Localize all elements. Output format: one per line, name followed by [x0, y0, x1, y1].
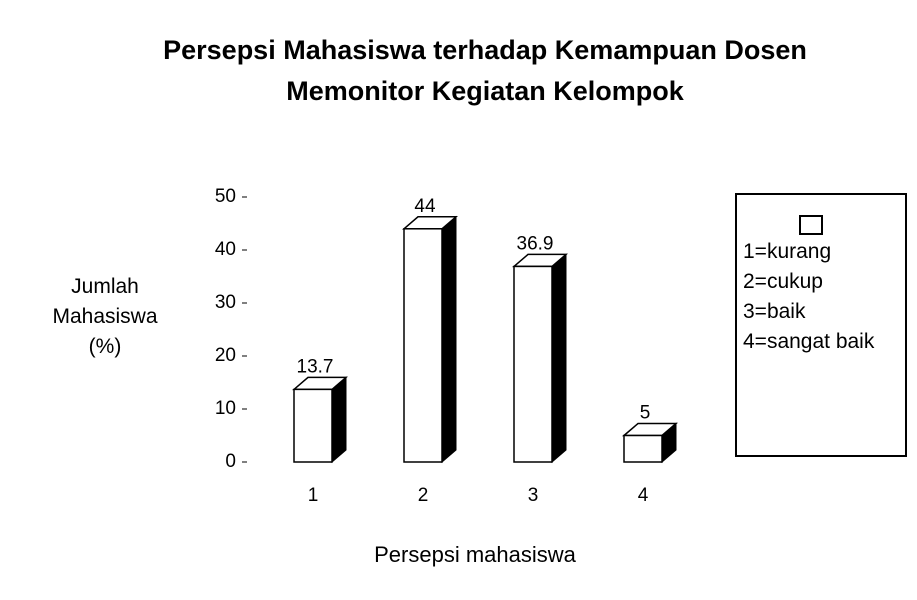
bar — [621, 422, 679, 464]
y-tick-label: 10 — [215, 398, 236, 419]
y-tick-label: 20 — [215, 345, 236, 366]
chart-title: Persepsi Mahasiswa terhadap Kemampuan Do… — [163, 35, 807, 106]
y-tick-label: 50 — [215, 186, 236, 207]
x-tick-label: 4 — [638, 485, 649, 506]
bar-front — [293, 388, 333, 463]
y-axis-label: Jumlah Mahasiswa (%) — [52, 275, 158, 358]
legend-entry: 2=cukup — [743, 270, 823, 293]
value-label: 36.9 — [517, 233, 554, 254]
value-label: 5 — [640, 403, 651, 424]
legend: 1=kurang 2=cukup 3=baik 4=sangat baik — [735, 193, 907, 457]
legend-entry: 1=kurang — [743, 240, 832, 263]
x-tick-label: 2 — [418, 485, 429, 506]
bar — [291, 376, 349, 464]
legend-swatch — [799, 215, 823, 235]
x-tick-label: 1 — [308, 485, 319, 506]
y-tick-label: 0 — [225, 451, 236, 472]
value-label: 13.7 — [297, 356, 334, 377]
bar-side — [441, 215, 457, 464]
legend-entry: 4=sangat baik — [743, 330, 875, 353]
bar-front — [513, 265, 553, 463]
y-tick-label: 30 — [215, 292, 236, 313]
bar — [511, 253, 569, 464]
x-axis-label: Persepsi mahasiswa — [374, 542, 577, 567]
bar-side — [331, 376, 347, 464]
bar-side — [551, 253, 567, 464]
bar-front — [623, 434, 663, 463]
x-tick-label: 3 — [528, 485, 539, 506]
legend-entry: 3=baik — [743, 300, 806, 323]
value-label: 44 — [414, 196, 436, 217]
y-tick-label: 40 — [215, 239, 236, 260]
bar — [401, 215, 459, 464]
bar-front — [403, 228, 443, 463]
